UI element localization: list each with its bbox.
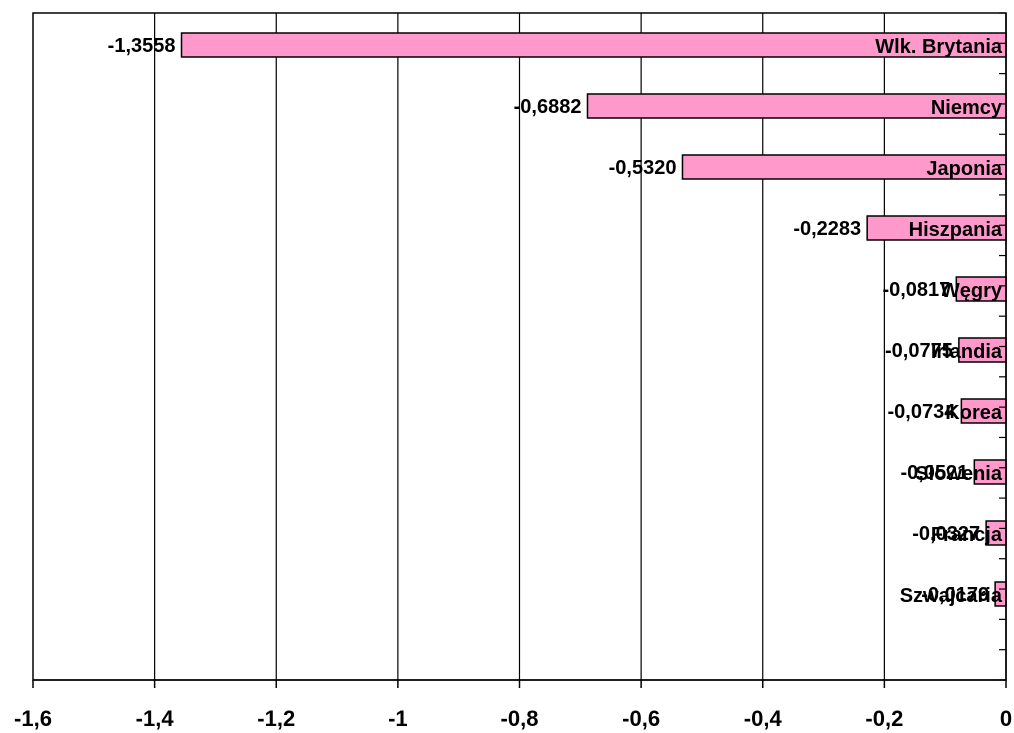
data-labels: -1,3558 Wlk. Brytania -0,6882 Niemcy -0,5320… [108, 35, 1003, 607]
category-label: Węgry [941, 280, 1003, 302]
value-label: -0,0179 [921, 584, 989, 606]
bar [180, 32, 1007, 58]
x-tick-label: -1,2 [257, 706, 295, 731]
value-label: -0,6882 [514, 96, 582, 118]
bar [586, 93, 1007, 119]
bars [180, 32, 1007, 607]
x-tick-label: -0,8 [501, 706, 539, 731]
x-tick-label: -1 [388, 706, 408, 731]
x-tick-label: 0 [1000, 706, 1012, 731]
category-label: Słowenia [915, 463, 1003, 485]
x-axis: -1,6 -1,4 -1,2 -1 -0,8 -0,6 -0,4 -0,2 0 [14, 12, 1012, 731]
bar [866, 215, 1007, 241]
category-label: Francja [931, 524, 1003, 546]
value-label: -0,0817 [882, 279, 950, 301]
bar [681, 154, 1007, 180]
value-label: -0,0327 [912, 523, 980, 545]
value-label: -0,5320 [609, 157, 677, 179]
x-tick-label: -0,4 [744, 706, 783, 731]
category-label: Hiszpania [909, 219, 1003, 241]
x-tick-label: -1,4 [136, 706, 175, 731]
value-label: -1,3558 [108, 35, 176, 57]
x-tick-label: -0,6 [622, 706, 660, 731]
value-label: -0,0775 [885, 340, 953, 362]
category-label: Niemcy [931, 97, 1003, 119]
x-tick-label: -1,6 [14, 706, 52, 731]
category-label: Korea [945, 402, 1003, 424]
value-label: -0,0734 [888, 401, 957, 423]
category-label: Japonia [926, 158, 1002, 180]
category-label: Szwajcaria [900, 585, 1003, 607]
value-label: -0,0521 [900, 462, 968, 484]
category-label: Irlandia [931, 341, 1003, 363]
category-label: Wlk. Brytania [875, 36, 1003, 58]
gridlines [154, 13, 885, 680]
value-label: -0,2283 [793, 218, 861, 240]
x-tick-label: -0,2 [865, 706, 903, 731]
bar [955, 276, 1007, 302]
